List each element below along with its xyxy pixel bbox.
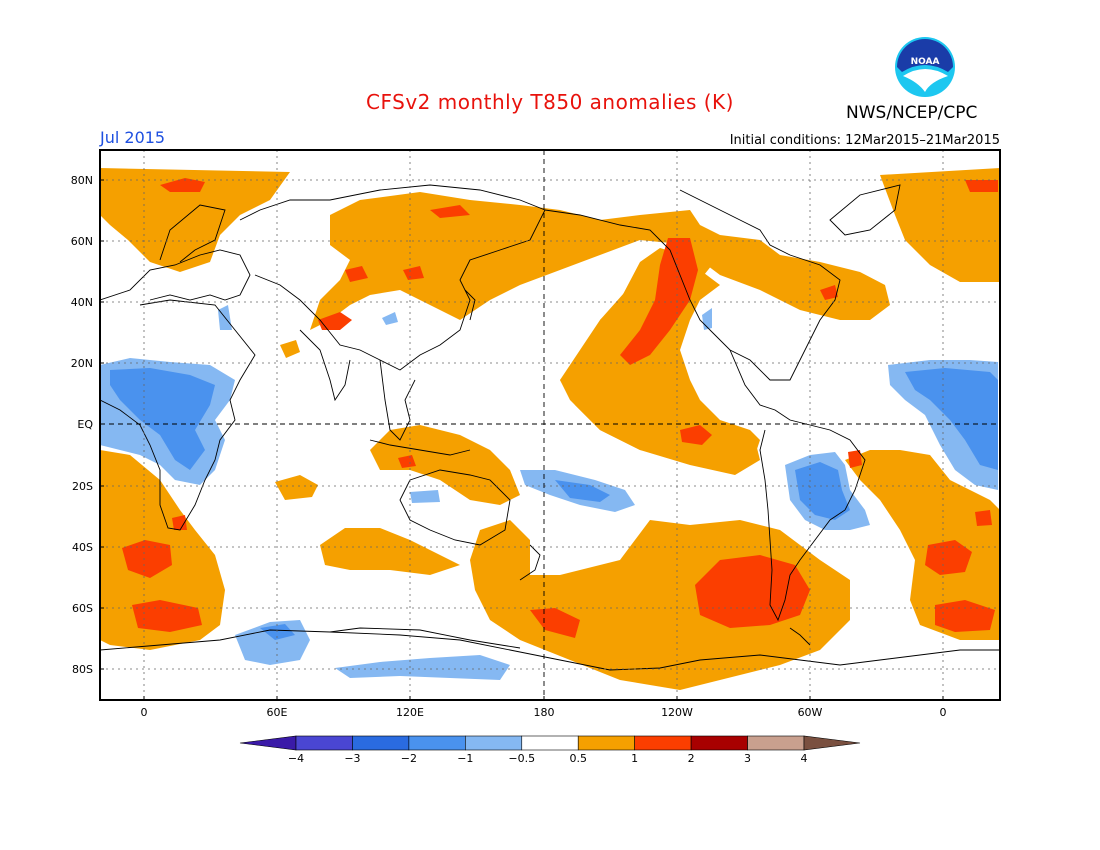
lat-label: 80S [72,663,93,676]
forecast-month: Jul 2015 [100,128,166,147]
colorbar-swatch [465,735,523,751]
noaa-logo-text: NOAA [911,57,940,67]
cool-anomaly-small-asia [382,312,398,325]
lon-label: 0 [940,706,947,719]
colorbar-swatch [577,735,635,751]
cool-anomaly-antarctic-2 [335,655,510,680]
hot-anomaly-core-8 [820,285,838,300]
hot-anomaly-core-10 [398,455,416,468]
colorbar-arrow-high [803,735,861,751]
colorbar-label: −4 [288,752,304,765]
warm-anomaly-indian-ocean [320,528,460,575]
colorbar-label: 2 [688,752,695,765]
cool-anomaly-south-pacific-core [555,480,610,502]
warm-anomaly-south-america-east [845,450,1000,640]
lat-label: 40S [72,541,93,554]
lat-label: 40N [71,296,93,309]
hot-anomaly-core-12 [122,540,172,578]
colorbar-swatch [352,735,410,751]
lon-label: 120E [396,706,424,719]
colorbar-label: −2 [401,752,417,765]
lat-label: 20N [71,357,93,370]
hot-anomaly-core-18 [848,450,862,468]
map-title: CFSv2 monthly T850 anomalies (K) [366,90,734,114]
colorbar-label: 1 [631,752,638,765]
hot-anomaly-core-15 [935,600,995,632]
hot-anomaly-core-14 [925,540,972,575]
cool-anomaly-antarctic-core [260,624,295,640]
colorbar-swatch [634,735,692,751]
hot-anomaly-core-2 [965,180,998,192]
warm-anomaly-pacific-arc [560,240,760,475]
colorbar-arrow-low [239,735,297,751]
colorbar-label: −3 [344,752,360,765]
lon-label: 120W [661,706,693,719]
cool-anomaly-west-africa-core [110,368,215,470]
hot-anomaly-core-3 [430,205,470,218]
lat-label: 20S [72,480,93,493]
noaa-logo: NOAA [895,37,955,97]
colorbar-swatch [747,735,805,751]
cool-anomaly-australia [410,490,440,503]
colorbar-swatch [295,735,353,751]
agency-label: NWS/NCEP/CPC [846,103,978,123]
hot-anomaly-core-6 [318,312,352,330]
warm-anomaly-greenland [880,168,1000,282]
lat-label: 60N [71,235,93,248]
colorbar-swatch [521,735,579,751]
map-frame [99,149,1001,701]
lat-label: EQ [77,418,93,431]
warm-anomaly-small-1 [275,475,318,500]
colorbar-label: 3 [744,752,751,765]
warm-anomaly-maritime [370,425,520,505]
hot-anomaly-core-11 [172,515,187,530]
warm-anomaly-europe-arctic [100,168,290,272]
colorbar-label: 4 [801,752,808,765]
coastlines [100,184,1000,671]
lon-label: 60W [798,706,823,719]
colorbar-swatch [690,735,748,751]
colorbar-label: −1 [457,752,473,765]
colorbar-label: −0.5 [508,752,535,765]
longitude-labels: 0 60E 120E 180 120W 60W 0 [141,706,947,719]
hot-anomaly-core-17 [530,608,580,638]
hot-anomaly-core-9 [680,425,712,445]
equator-dateline [100,150,1000,700]
colorbar-swatch [408,735,466,751]
hot-anomaly-core-19 [975,510,992,526]
cool-anomaly-west-africa-right-core [905,368,998,470]
lon-label: 60E [267,706,288,719]
graticule [100,150,1000,700]
hot-anomaly-core-5 [403,266,424,280]
lon-label: 180 [534,706,555,719]
anomaly-field [100,150,1000,700]
tick-marks [100,179,944,700]
colorbar-legend: −4 −3 −2 −1 −0.5 0.5 1 2 3 4 [239,735,861,765]
warm-anomaly-small-2 [280,340,300,358]
colorbar-label: 0.5 [569,752,587,765]
hot-anomaly-core-1 [160,178,205,192]
lon-label: 0 [141,706,148,719]
latitude-labels: 80N 60N 40N 20N EQ 20S 40S 60S 80S [71,174,94,676]
hot-anomaly-core-7 [620,238,698,365]
lat-label: 60S [72,602,93,615]
cool-anomaly-south-america-core [795,462,850,520]
lat-label: 80N [71,174,93,187]
hot-anomaly-core-4 [345,266,368,282]
initial-conditions: Initial conditions: 12Mar2015–21Mar2015 [729,133,1000,148]
